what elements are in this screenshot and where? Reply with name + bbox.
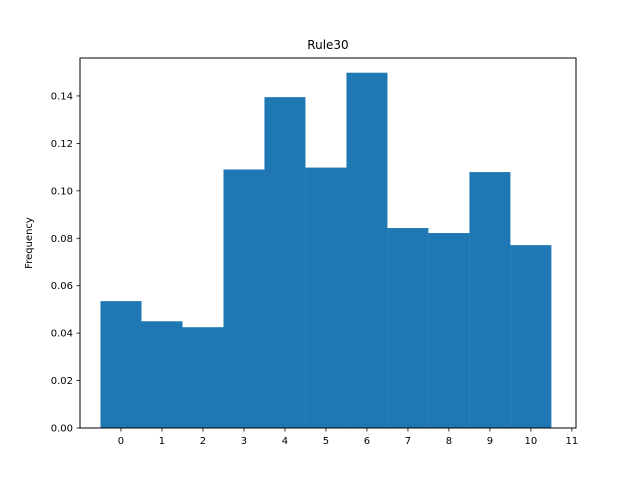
y-axis-label: Frequency xyxy=(24,217,35,269)
x-tick-label: 11 xyxy=(566,436,579,447)
bars-group xyxy=(100,72,552,429)
x-tick-label: 8 xyxy=(446,436,452,447)
bar-8 xyxy=(428,233,470,428)
bar-3 xyxy=(223,169,265,428)
x-tick-label: 9 xyxy=(487,436,493,447)
y-tick-label: 0.06 xyxy=(51,281,73,292)
y-tick-label: 0.14 xyxy=(51,91,73,102)
bar-9 xyxy=(469,172,511,428)
bar-10 xyxy=(510,245,552,428)
x-tick-label: 5 xyxy=(323,436,329,447)
bar-0 xyxy=(100,301,142,428)
bar-5 xyxy=(305,167,347,429)
bar-7 xyxy=(387,228,429,428)
bar-1 xyxy=(141,321,183,428)
y-tick-label: 0.12 xyxy=(51,139,73,150)
y-tick-label: 0.00 xyxy=(51,424,73,435)
y-axis-ticks: 0.00 0.02 0.04 0.06 0.08 0.10 0.12 0.14 xyxy=(51,91,80,435)
plot-frame xyxy=(79,57,577,429)
x-tick-label: 7 xyxy=(405,436,411,447)
chart-title: Rule30 xyxy=(307,38,348,52)
y-tick-label: 0.04 xyxy=(51,329,73,340)
x-tick-label: 4 xyxy=(282,436,288,447)
y-tick-label: 0.10 xyxy=(51,186,73,197)
x-axis-ticks: 0 1 2 3 4 5 6 7 8 9 10 11 xyxy=(118,428,578,447)
x-tick-label: 3 xyxy=(241,436,247,447)
y-tick-label: 0.02 xyxy=(51,376,73,387)
bar-2 xyxy=(182,327,224,428)
y-tick-label: 0.08 xyxy=(51,234,73,245)
bar-6 xyxy=(346,72,388,428)
bar-4 xyxy=(264,97,306,428)
x-tick-label: 1 xyxy=(159,436,165,447)
x-tick-label: 0 xyxy=(118,436,124,447)
x-tick-label: 6 xyxy=(364,436,370,447)
x-tick-label: 10 xyxy=(525,436,538,447)
x-tick-label: 2 xyxy=(200,436,206,447)
